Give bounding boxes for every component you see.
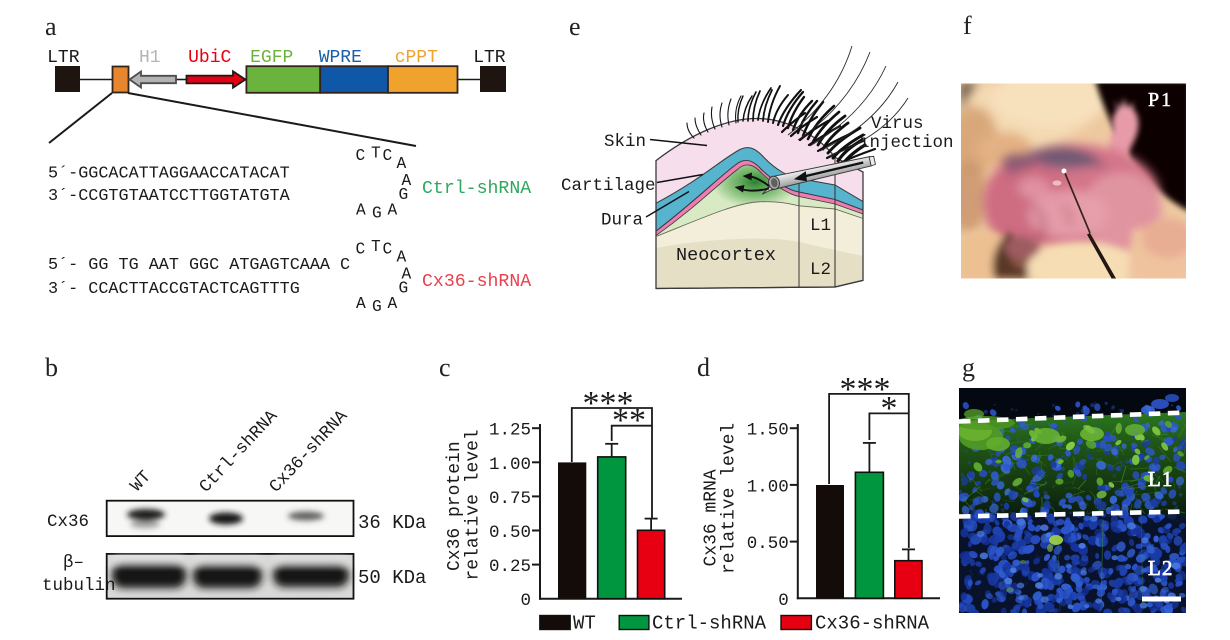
svg-text:a: a (45, 12, 57, 41)
svg-text:b: b (45, 353, 58, 382)
svg-text:***: *** (840, 371, 891, 408)
svg-text:A: A (356, 202, 366, 220)
svg-text:Ctrl-shRNA: Ctrl-shRNA (422, 179, 531, 199)
svg-text:A: A (388, 295, 398, 313)
svg-text:f: f (963, 11, 972, 40)
svg-text:tubulin: tubulin (42, 576, 116, 596)
svg-text:A: A (402, 266, 412, 284)
svg-text:injection: injection (859, 133, 954, 153)
svg-text:c: c (439, 353, 451, 382)
svg-text:LTR: LTR (473, 48, 506, 68)
svg-text:1.00: 1.00 (747, 477, 789, 497)
svg-text:Cx36-shRNA: Cx36-shRNA (815, 613, 930, 635)
svg-text:EGFP: EGFP (250, 48, 293, 68)
svg-text:G: G (372, 205, 382, 223)
svg-text:T: T (371, 238, 381, 256)
svg-text:A: A (388, 202, 398, 220)
svg-text:G: G (372, 298, 382, 316)
svg-text:Ctrl-shRNA: Ctrl-shRNA (652, 613, 767, 635)
svg-text:0: 0 (778, 591, 789, 611)
svg-text:Skin: Skin (604, 132, 646, 152)
svg-text:0.75: 0.75 (489, 489, 531, 509)
svg-text:LTR: LTR (47, 48, 80, 68)
svg-text:0: 0 (520, 591, 531, 611)
svg-text:Cartilage: Cartilage (561, 176, 656, 196)
svg-text:β–: β– (63, 553, 84, 573)
svg-text:H1: H1 (139, 48, 161, 68)
svg-text:WPRE: WPRE (319, 48, 362, 68)
svg-text:Cx36 protein: Cx36 protein (445, 441, 465, 571)
svg-text:3´-CCGTGTAATCCTTGGTATGTA: 3´-CCGTGTAATCCTTGGTATGTA (48, 187, 291, 206)
svg-text:L2: L2 (1148, 556, 1173, 580)
svg-text:5´-GGCACATTAGGAACCATACAT: 5´-GGCACATTAGGAACCATACAT (48, 165, 290, 184)
svg-text:G: G (399, 186, 409, 204)
svg-text:5´- GG TG AAT GGC ATGAGTCAAA: 5´- GG TG AAT GGC ATGAGTCAAA C (48, 256, 350, 275)
svg-text:1.00: 1.00 (489, 455, 531, 475)
svg-text:***: *** (583, 385, 634, 422)
svg-text:*: * (881, 390, 898, 427)
svg-text:A: A (356, 295, 366, 313)
svg-text:C: C (356, 147, 366, 165)
svg-text:A: A (402, 172, 412, 190)
svg-text:P1: P1 (1148, 89, 1173, 111)
svg-text:relative level: relative level (720, 423, 740, 574)
svg-text:0.50: 0.50 (747, 534, 789, 554)
svg-text:Cx36-shRNA: Cx36-shRNA (422, 272, 531, 292)
svg-text:G: G (399, 280, 409, 298)
svg-text:relative level: relative level (464, 429, 484, 580)
svg-text:Dura: Dura (601, 211, 643, 231)
svg-text:C: C (383, 147, 393, 165)
svg-text:d: d (697, 353, 710, 382)
svg-text:C: C (383, 241, 393, 259)
svg-text:A: A (397, 155, 407, 173)
svg-text:T: T (371, 145, 381, 163)
svg-text:3´- CCACTTACCGTACTCAGTTTG: 3´- CCACTTACCGTACTCAGTTTG (48, 280, 300, 299)
svg-text:cPPT: cPPT (395, 48, 438, 68)
svg-text:A: A (397, 249, 407, 267)
svg-text:g: g (962, 353, 975, 382)
svg-text:L2: L2 (810, 260, 831, 280)
svg-text:WT: WT (127, 467, 156, 496)
svg-text:0.50: 0.50 (489, 523, 531, 543)
svg-text:1.25: 1.25 (489, 421, 531, 441)
svg-text:**: ** (612, 402, 646, 439)
svg-text:L1: L1 (1148, 467, 1173, 491)
svg-text:36 KDa: 36 KDa (358, 512, 426, 534)
svg-text:Neocortex: Neocortex (676, 245, 776, 266)
svg-text:Cx36 mRNA: Cx36 mRNA (702, 469, 722, 566)
svg-text:1.50: 1.50 (747, 421, 789, 441)
svg-text:L1: L1 (810, 216, 831, 236)
svg-text:WT: WT (573, 613, 596, 635)
svg-text:Cx36: Cx36 (47, 512, 89, 532)
svg-text:0.25: 0.25 (489, 557, 531, 577)
svg-text:UbiC: UbiC (188, 48, 231, 68)
svg-text:50 KDa: 50 KDa (358, 567, 426, 589)
svg-text:C: C (356, 241, 366, 259)
svg-text:Virus: Virus (871, 114, 924, 134)
svg-text:e: e (569, 12, 581, 41)
